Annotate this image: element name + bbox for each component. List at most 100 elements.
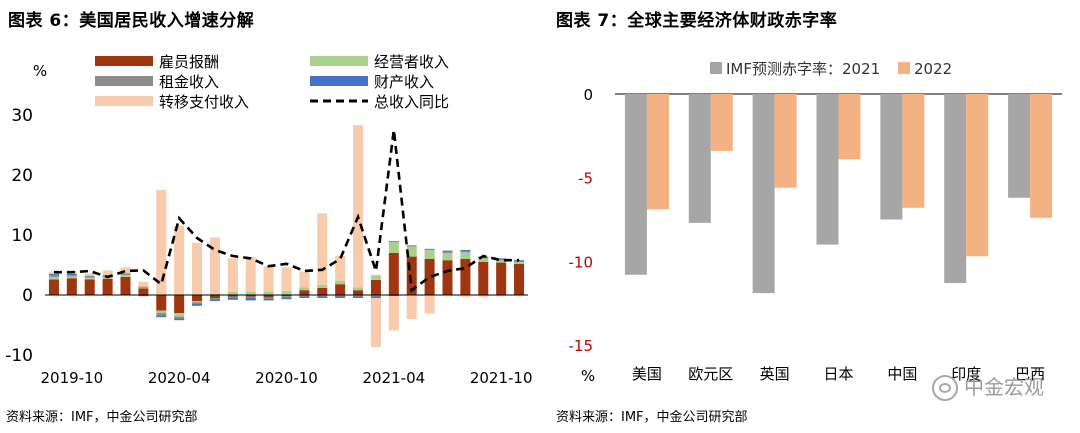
y-tick-label: 0: [583, 86, 593, 104]
bar-segment: [156, 190, 167, 295]
bar-segment: [478, 257, 489, 259]
bar-segment: [370, 296, 381, 298]
bar-segment: [460, 251, 471, 253]
bar-segment: [317, 296, 328, 298]
bar-segment: [281, 290, 292, 295]
bar-segment: [209, 293, 220, 295]
bar-segment: [245, 257, 256, 292]
bar-segment: [263, 291, 274, 295]
bar-segment: [442, 253, 453, 261]
bar-segment: [370, 280, 381, 295]
bar-segment: [496, 258, 507, 260]
legend-label: 雇员报酬: [159, 53, 219, 71]
bar-segment: [263, 266, 274, 292]
bar-segment: [281, 296, 292, 298]
bar-segment: [299, 295, 310, 297]
bar-segment: [478, 262, 489, 295]
legend-swatch: [310, 56, 368, 66]
source-note: 资料来源：IMF，中金公司研究部: [6, 410, 198, 425]
bar-segment: [496, 295, 507, 297]
deficit-bar: [688, 94, 711, 223]
bar-segment: [514, 262, 525, 264]
bar-segment: [370, 298, 381, 348]
y-tick-label: 10: [11, 226, 33, 246]
bar-segment: [370, 295, 381, 297]
bar-segment: [442, 250, 453, 252]
bar-segment: [496, 260, 507, 263]
legend-label: IMF预测赤字率：2021: [726, 60, 880, 78]
bar-segment: [156, 310, 167, 313]
bar-segment: [424, 295, 435, 314]
bar-segment: [48, 279, 59, 295]
y-tick-label: -10: [5, 346, 33, 366]
bar-segment: [281, 267, 292, 291]
bar-segment: [388, 295, 399, 297]
bar-segment: [335, 280, 346, 285]
bar-segment: [317, 213, 328, 285]
deficit-bar: [1030, 94, 1053, 218]
bar-segment: [138, 295, 149, 297]
bar-segment: [424, 248, 435, 250]
deficit-bar: [902, 94, 925, 208]
bar-segment: [335, 296, 346, 298]
legend-label: 租金收入: [159, 73, 219, 91]
bar-segment: [335, 295, 346, 297]
bar-segment: [388, 296, 399, 331]
bar-segment: [209, 237, 220, 294]
total-income-line: [53, 129, 520, 293]
bar-segment: [299, 296, 310, 298]
bar-segment: [84, 276, 95, 278]
y-unit-label: %: [581, 367, 595, 385]
legend-label: 转移支付收入: [159, 93, 249, 111]
bar-segment: [496, 259, 507, 261]
deficit-bar: [944, 94, 967, 284]
bar-segment: [120, 277, 131, 295]
bar-segment: [138, 281, 149, 287]
watermark-text: 中金宏观: [964, 374, 1044, 399]
bar-segment: [424, 250, 435, 259]
bar-segment: [192, 304, 203, 306]
deficit-bar: [816, 94, 839, 245]
bar-segment: [263, 295, 274, 298]
bar-segment: [245, 296, 256, 298]
bar-segment: [245, 291, 256, 295]
bar-segment: [317, 287, 328, 295]
x-tick-label: 中国: [887, 365, 917, 383]
y-unit-label: %: [33, 62, 47, 80]
bar-segment: [102, 275, 113, 276]
y-tick-label: 30: [11, 106, 33, 126]
bar-segment: [263, 298, 274, 301]
bar-segment: [406, 295, 417, 319]
bar-segment: [227, 298, 238, 300]
bar-segment: [102, 278, 113, 295]
bar-segment: [138, 286, 149, 288]
legend-label: 总收入同比: [374, 93, 449, 111]
bar-segment: [66, 278, 77, 295]
legend-label: 经营者收入: [374, 53, 449, 71]
bar-segment: [299, 271, 310, 288]
bar-segment: [156, 315, 167, 318]
bar-segment: [209, 298, 220, 300]
source-note: 资料来源：IMF，中金公司研究部: [556, 410, 748, 425]
bar-segment: [138, 288, 149, 295]
deficit-bar: [774, 94, 797, 188]
bar-segment: [442, 251, 453, 253]
legend-swatch: [95, 56, 153, 66]
chart-title: 图表 7：全球主要经济体财政赤字率: [556, 11, 838, 31]
x-tick-label: 巴西: [1015, 365, 1045, 383]
bar-segment: [245, 295, 256, 297]
bar-segment: [353, 125, 364, 288]
legend-swatch: [310, 76, 368, 86]
bar-segment: [156, 313, 167, 316]
bar-segment: [120, 267, 131, 274]
bar-segment: [388, 242, 399, 253]
legend-swatch: [898, 62, 910, 74]
deficit-bar: [710, 94, 733, 151]
bar-segment: [245, 298, 256, 301]
x-tick-label: 2021-04: [362, 369, 425, 387]
bar-segment: [156, 295, 167, 311]
bar-segment: [192, 242, 203, 295]
bar-segment: [174, 316, 185, 319]
bar-segment: [424, 259, 435, 295]
bar-segment: [478, 295, 489, 297]
